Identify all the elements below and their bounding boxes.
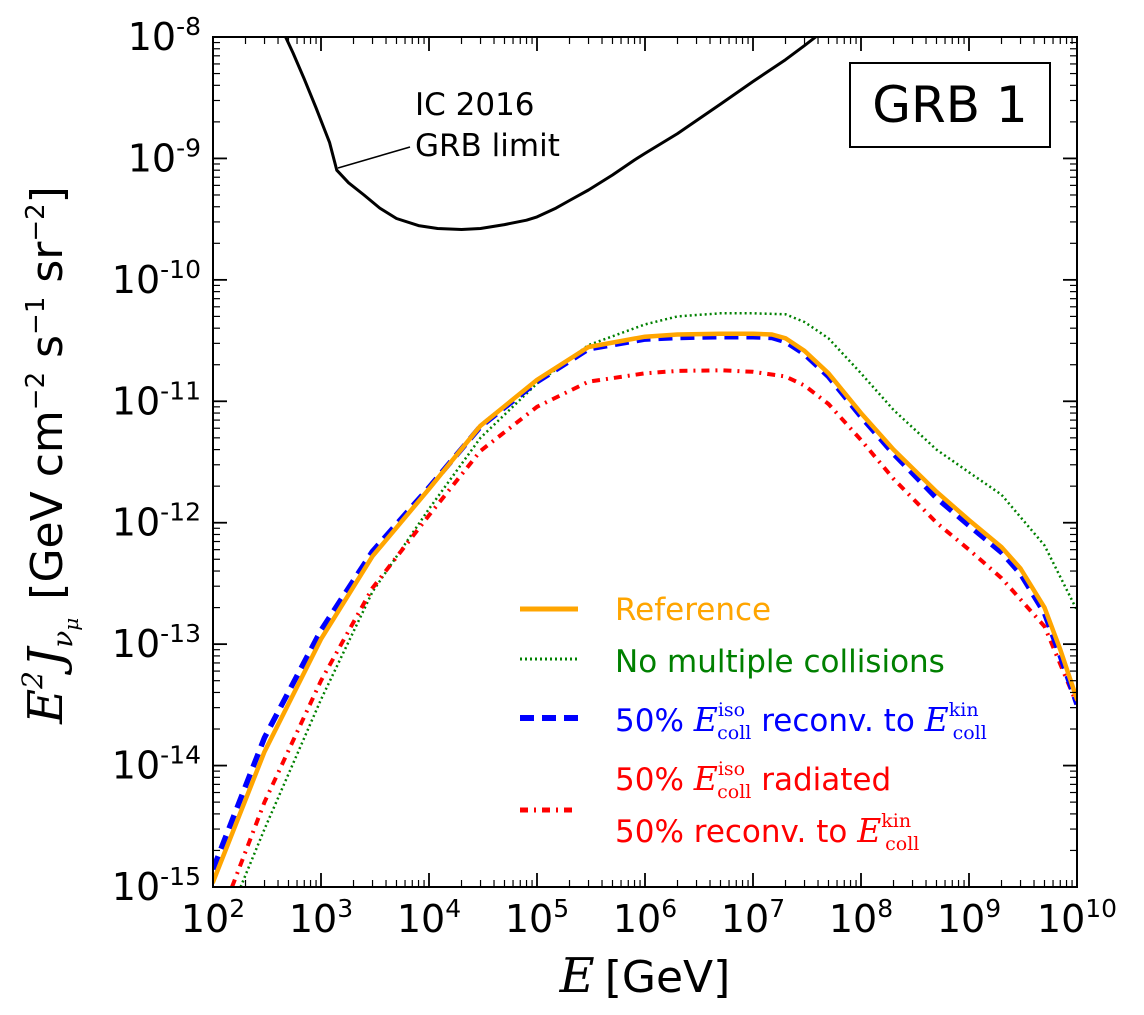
series-layer [213, 37, 1077, 887]
x-axis-label: E [GeV] [559, 948, 731, 1004]
y-tick-label: 10-15 [112, 862, 201, 909]
x-tick-label: 106 [613, 894, 677, 941]
x-tick-label: 108 [829, 894, 893, 941]
annotation-line-2: GRB limit [415, 128, 560, 164]
legend: Reference No multiple collisions 50% Eis… [520, 592, 987, 855]
x-tick-label: 105 [505, 894, 569, 941]
legend-label-no-multiple: No multiple collisions [615, 644, 945, 680]
legend-label-reconv: 50% Eiso coll reconv. to Ekin coll [615, 699, 987, 744]
x-tick-label: 107 [721, 894, 785, 941]
grb-label-box [849, 62, 1051, 148]
y-tick-label: 10-14 [112, 741, 201, 788]
y-tick-label: 10-11 [112, 376, 201, 423]
x-tick-label: 109 [937, 894, 1001, 941]
legend-label-radiated-line2: 50% reconv. to Ekin coll [615, 810, 919, 855]
x-tick-label: 104 [397, 894, 461, 941]
y-tick-label: 10-10 [112, 255, 201, 302]
series-line-4 [230, 368, 1077, 887]
legend-label-reference: Reference [615, 592, 771, 628]
annotation-leader-line [337, 146, 411, 169]
plot-frame [212, 36, 1078, 888]
x-tick-label: 1010 [1037, 894, 1117, 941]
x-tick-label: 102 [181, 894, 245, 941]
y-axis-label: E2Jνμ[GeV cm−2 s−1 sr−2] [16, 186, 83, 725]
y-tick-label: 10-12 [112, 498, 201, 545]
legend-label-radiated-line1: 50% Eiso coll radiated [615, 758, 891, 803]
y-tick-label: 10-13 [112, 619, 201, 666]
ticks-layer: 102 103 104 105 106 107 108 109 1010 10-15 10-14 10… [112, 12, 1117, 941]
x-tick-label: 103 [289, 894, 353, 941]
series-line-2 [239, 312, 1077, 887]
annotation-line-1: IC 2016 [415, 87, 535, 123]
series-line-1 [213, 331, 1077, 885]
y-tick-label: 10-9 [128, 133, 201, 180]
series-line-0 [284, 37, 818, 231]
y-tick-label: 10-8 [128, 12, 201, 59]
grb-label: GRB 1 [872, 76, 1028, 134]
